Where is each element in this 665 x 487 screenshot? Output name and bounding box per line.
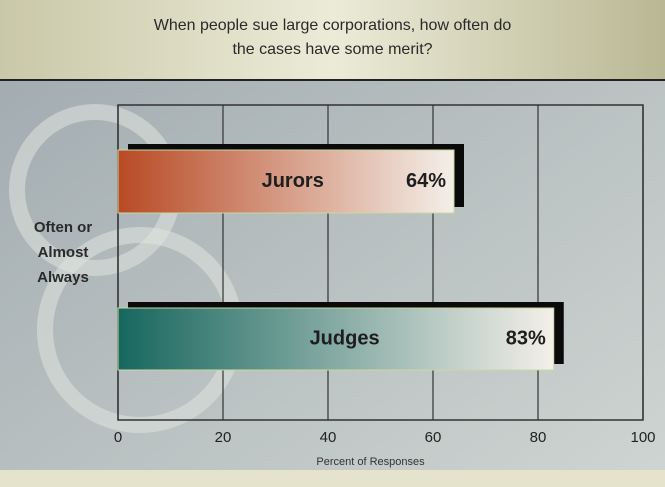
x-axis-label: Percent of Responses bbox=[316, 456, 425, 468]
x-tick-label: 100 bbox=[630, 429, 655, 446]
value-label: 83% bbox=[506, 327, 546, 349]
category-label: Judges bbox=[310, 327, 380, 349]
bar bbox=[117, 149, 455, 214]
title-band bbox=[0, 0, 665, 80]
x-tick-label: 80 bbox=[530, 429, 547, 446]
value-label: 64% bbox=[406, 170, 446, 192]
y-axis-label: Often or Almost Always bbox=[33, 219, 93, 286]
x-tick-label: 60 bbox=[425, 429, 442, 446]
category-label: Jurors bbox=[262, 170, 324, 192]
x-tick-label: 0 bbox=[114, 429, 122, 446]
chart-title: When people sue large corporations, how … bbox=[153, 17, 512, 58]
x-tick-label: 40 bbox=[320, 429, 337, 446]
bottom-band bbox=[0, 470, 665, 487]
bar bbox=[117, 307, 555, 371]
x-tick-label: 20 bbox=[215, 429, 232, 446]
